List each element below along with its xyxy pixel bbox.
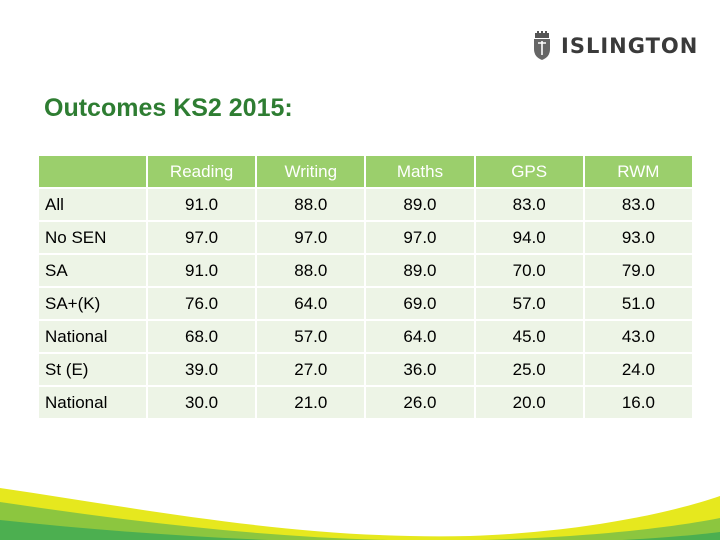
logo-text: ISLINGTON (561, 34, 699, 58)
table-cell: 83.0 (475, 189, 583, 220)
table-row: No SEN 97.0 97.0 97.0 94.0 93.0 (39, 222, 692, 253)
table-row: All 91.0 88.0 89.0 83.0 83.0 (39, 189, 692, 220)
islington-logo: ISLINGTON (531, 30, 698, 62)
table-cell: 68.0 (148, 321, 256, 352)
table-cell: 64.0 (257, 288, 365, 319)
table-cell: 91.0 (148, 189, 256, 220)
table-cell: 79.0 (584, 255, 692, 286)
header-cell-empty (39, 156, 146, 187)
outcomes-table: Reading Writing Maths GPS RWM All 91.0 8… (37, 154, 694, 420)
row-label: All (39, 189, 146, 220)
table-cell: 97.0 (366, 222, 474, 253)
row-label: SA (39, 255, 146, 286)
table-cell: 16.0 (584, 387, 692, 418)
table-cell: 24.0 (584, 354, 692, 385)
table-header-row: Reading Writing Maths GPS RWM (39, 156, 692, 187)
table-row: National 68.0 57.0 64.0 45.0 43.0 (39, 321, 692, 352)
header-maths: Maths (366, 156, 474, 187)
table-row: St (E) 39.0 27.0 36.0 25.0 24.0 (39, 354, 692, 385)
header-reading: Reading (148, 156, 256, 187)
table-row: SA 91.0 88.0 89.0 70.0 79.0 (39, 255, 692, 286)
header-gps: GPS (475, 156, 583, 187)
table-cell: 97.0 (257, 222, 365, 253)
table-cell: 43.0 (584, 321, 692, 352)
table-cell: 88.0 (257, 255, 365, 286)
row-label: National (39, 321, 146, 352)
row-label: No SEN (39, 222, 146, 253)
table-cell: 26.0 (366, 387, 474, 418)
header-writing: Writing (257, 156, 365, 187)
table-cell: 97.0 (148, 222, 256, 253)
decorative-swoosh (0, 488, 720, 540)
table-cell: 45.0 (475, 321, 583, 352)
table-cell: 30.0 (148, 387, 256, 418)
table-cell: 76.0 (148, 288, 256, 319)
table-cell: 93.0 (584, 222, 692, 253)
table-cell: 89.0 (366, 255, 474, 286)
table-cell: 57.0 (475, 288, 583, 319)
row-label: National (39, 387, 146, 418)
table-cell: 94.0 (475, 222, 583, 253)
table-row: SA+(K) 76.0 64.0 69.0 57.0 51.0 (39, 288, 692, 319)
table-cell: 70.0 (475, 255, 583, 286)
page-title: Outcomes KS2 2015: (44, 94, 293, 122)
row-label: St (E) (39, 354, 146, 385)
table-cell: 57.0 (257, 321, 365, 352)
row-label: SA+(K) (39, 288, 146, 319)
table-cell: 88.0 (257, 189, 365, 220)
table-cell: 64.0 (366, 321, 474, 352)
table-cell: 83.0 (584, 189, 692, 220)
header-rwm: RWM (584, 156, 692, 187)
table-row: National 30.0 21.0 26.0 20.0 16.0 (39, 387, 692, 418)
crest-icon (534, 31, 550, 60)
table-cell: 39.0 (148, 354, 256, 385)
table-cell: 25.0 (475, 354, 583, 385)
table-cell: 69.0 (366, 288, 474, 319)
table-cell: 27.0 (257, 354, 365, 385)
table-cell: 89.0 (366, 189, 474, 220)
table-cell: 36.0 (366, 354, 474, 385)
table-cell: 20.0 (475, 387, 583, 418)
table-cell: 51.0 (584, 288, 692, 319)
table-cell: 91.0 (148, 255, 256, 286)
table-cell: 21.0 (257, 387, 365, 418)
